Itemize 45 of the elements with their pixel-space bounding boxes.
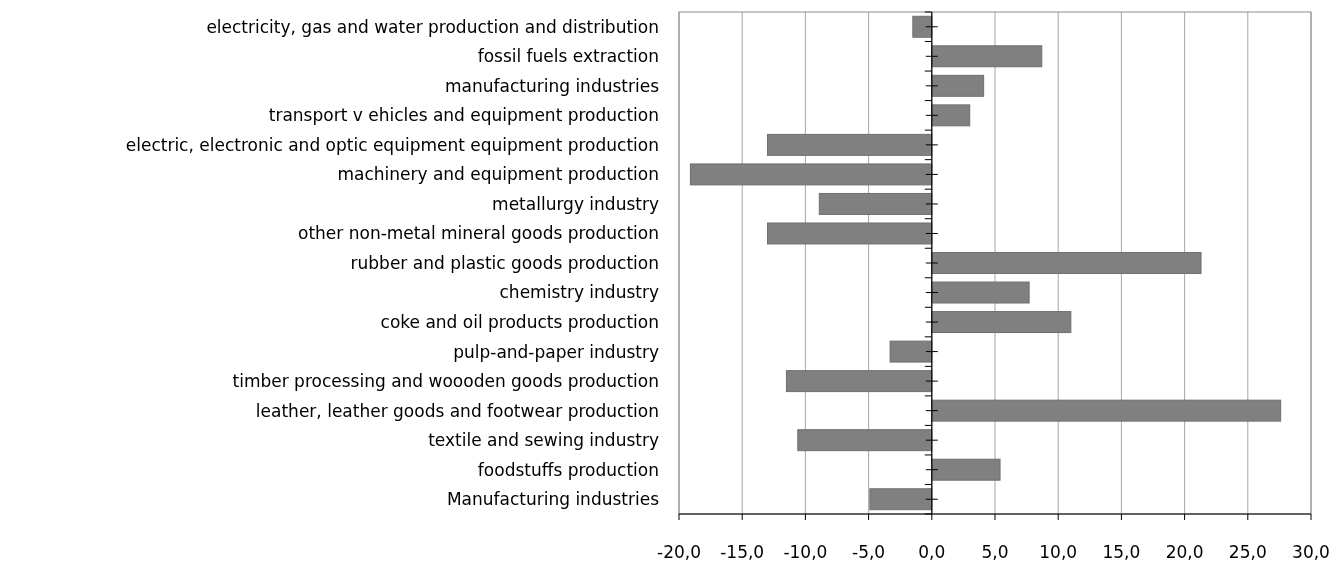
x-tick-label: 15,0	[1102, 542, 1141, 562]
x-tick-label: -15,0	[720, 542, 765, 562]
y-tick-label: pulp-and-paper industry	[453, 341, 659, 362]
y-tick-label: Manufacturing industries	[446, 489, 660, 510]
y-tick-label: coke and oil products production	[380, 312, 659, 333]
y-tick-label: timber processing and woooden goods production	[232, 371, 659, 392]
bar	[931, 281, 1030, 304]
y-tick-label: leather, leather goods and footwear production	[255, 400, 659, 421]
x-tick-label: 10,0	[1039, 542, 1078, 562]
bar	[912, 15, 933, 38]
y-tick-label: other non-metal mineral goods production	[298, 223, 659, 244]
bar	[931, 45, 1043, 68]
y-tick-label: rubber and plastic goods production	[350, 252, 659, 273]
bar	[931, 311, 1072, 334]
bar	[869, 488, 933, 511]
y-tick-label: electricity, gas and water production and distribution	[206, 16, 659, 37]
bar	[931, 458, 1001, 481]
y-tick-label: textile and sewing industry	[428, 430, 659, 451]
x-tick-label: 30,0	[1292, 542, 1330, 562]
bar	[766, 222, 933, 245]
x-tick-label: -20,0	[657, 542, 701, 562]
x-tick-label: -10,0	[783, 542, 828, 562]
x-tick-label: 0,0	[918, 542, 946, 562]
y-tick-label: manufacturing industries	[444, 75, 660, 96]
bar	[889, 340, 933, 363]
y-tick-label: transport v ehicles and equipment production	[268, 105, 659, 126]
y-tick-label: foodstuffs production	[477, 459, 659, 480]
x-tick-label: -5,0	[852, 542, 886, 562]
bar	[785, 370, 933, 393]
y-tick-label: metallurgy industry	[492, 193, 659, 214]
y-tick-label: chemistry industry	[499, 282, 659, 303]
bar	[931, 399, 1282, 422]
bar	[931, 252, 1202, 274]
x-tick-label: 5,0	[981, 542, 1009, 562]
y-tick-label: machinery and equipment production	[337, 164, 659, 185]
bar	[931, 104, 971, 127]
bar	[818, 192, 933, 215]
bar	[797, 429, 933, 452]
bar	[766, 133, 933, 156]
x-tick-label: 25,0	[1228, 542, 1267, 562]
y-tick-label: fossil fuels extraction	[477, 46, 659, 67]
y-tick-label: electric, electronic and optic equipment equipment production	[125, 134, 659, 155]
x-tick-label: 20,0	[1165, 542, 1204, 562]
bar	[689, 163, 933, 186]
bar	[931, 74, 985, 97]
